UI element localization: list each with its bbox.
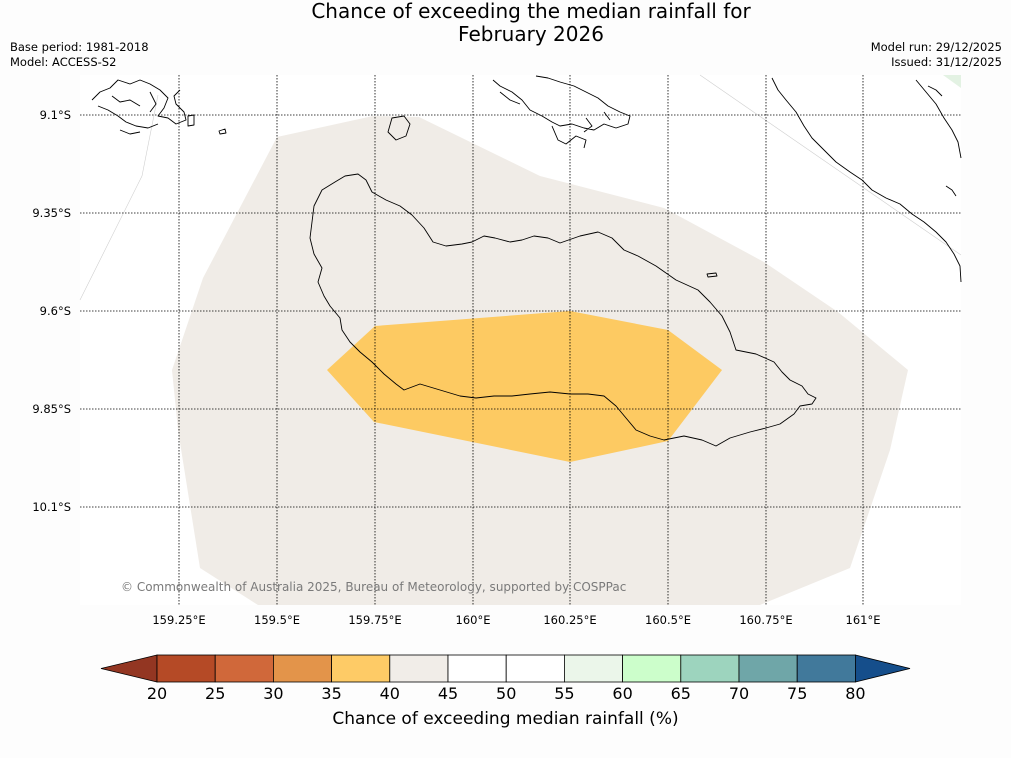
lon-label: 159.25°E xyxy=(152,613,206,627)
track-line xyxy=(699,74,962,256)
lon-label: 160.25°E xyxy=(543,613,597,627)
colorbar-segment xyxy=(738,654,798,683)
colorbar-tick-label: 60 xyxy=(612,684,633,703)
malaita-coastline xyxy=(771,77,962,283)
main-island-coastline xyxy=(309,173,817,447)
colorbar-tick-label: 65 xyxy=(670,684,691,703)
tulagi-coastline xyxy=(492,75,631,149)
savo-island xyxy=(387,115,411,141)
region-35-40 xyxy=(327,311,722,462)
model-run: Model run: 29/12/2025 xyxy=(870,40,1002,54)
lat-label: 9.35°S xyxy=(32,206,71,220)
colorbar-segment xyxy=(564,654,624,683)
colorbar-segment xyxy=(272,654,332,683)
colorbar-segment xyxy=(622,654,682,683)
title-line-1: Chance of exceeding the median rainfall … xyxy=(311,0,751,23)
lon-label: 159.5°E xyxy=(254,613,300,627)
track-line xyxy=(141,94,159,177)
lon-label: 160°E xyxy=(455,613,491,627)
copyright-notice: © Commonwealth of Australia 2025, Bureau… xyxy=(121,580,627,594)
colorbar-segment xyxy=(796,654,856,683)
colorbar-tick-label: 50 xyxy=(496,684,517,703)
colorbar-segment xyxy=(447,654,507,683)
title-line-2: February 2026 xyxy=(458,22,604,46)
colorbar-tick-label: 75 xyxy=(787,684,808,703)
colorbar-segment xyxy=(505,654,565,683)
issued-date: Issued: 31/12/2025 xyxy=(891,55,1002,69)
colorbar-tick-label: 40 xyxy=(379,684,400,703)
islet xyxy=(218,128,227,135)
colorbar-tick-label: 80 xyxy=(845,684,866,703)
lon-label: 161°E xyxy=(845,613,881,627)
chart-title: Chance of exceeding the median rainfall … xyxy=(0,0,1011,46)
colorbar-tick-label: 55 xyxy=(554,684,575,703)
lat-label: 9.85°S xyxy=(32,402,71,416)
colorbar-tick-label: 35 xyxy=(321,684,342,703)
meta-left: Base period: 1981-2018 Model: ACCESS-S2 xyxy=(10,40,149,70)
lat-label: 9.6°S xyxy=(39,304,71,318)
colorbar-tick-label: 25 xyxy=(205,684,226,703)
meta-right: Model run: 29/12/2025 Issued: 31/12/2025 xyxy=(871,40,1002,70)
colorbar-segment xyxy=(156,654,216,683)
florida-islands-coastline xyxy=(91,79,187,135)
lon-label: 160.5°E xyxy=(645,613,691,627)
base-period: Base period: 1981-2018 xyxy=(10,40,149,54)
colorbar-segment xyxy=(331,654,391,683)
colorbar-tick-label: 20 xyxy=(146,684,168,703)
lon-label: 160.75°E xyxy=(739,613,793,627)
colorbar-segment xyxy=(389,654,449,683)
lat-label: 10.1°S xyxy=(32,500,71,514)
colorbar-tick-label: 45 xyxy=(437,684,459,703)
gridlines xyxy=(80,75,961,605)
coastlines xyxy=(91,75,962,447)
colorbar-tick-label: 30 xyxy=(263,684,284,703)
corner-shade xyxy=(943,75,961,88)
track-line xyxy=(79,175,143,301)
colorbar-over-arrow xyxy=(855,654,911,683)
colorbar-under-arrow xyxy=(100,654,158,683)
colorbar-title: Chance of exceeding median rainfall (%) xyxy=(332,709,679,729)
colorbar-segment xyxy=(680,654,740,683)
islet xyxy=(706,272,718,278)
islet xyxy=(187,114,195,127)
colorbar-tick-label: 70 xyxy=(728,684,750,703)
lon-label: 159.75°E xyxy=(348,613,402,627)
model-name: Model: ACCESS-S2 xyxy=(10,55,117,69)
lat-label: 9.1°S xyxy=(39,108,71,122)
colorbar-segment xyxy=(214,654,274,683)
